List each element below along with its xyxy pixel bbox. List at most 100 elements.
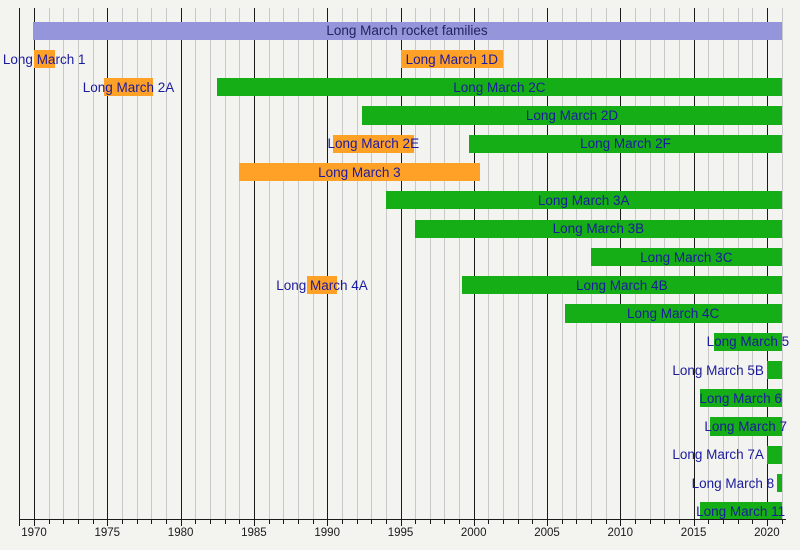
bar-long-march-1d — [400, 49, 504, 69]
bar-label-long-march-8: Long March 8 — [691, 475, 775, 491]
x-axis-tick-major — [107, 520, 109, 526]
bar-label-long-march-3a: Long March 3A — [537, 192, 630, 208]
x-axis-tick-major — [693, 520, 695, 526]
x-axis-tick-minor — [48, 520, 50, 524]
bar-label-long-march-1d: Long March 1D — [405, 51, 498, 67]
bar-label-long-march-4c: Long March 4C — [626, 306, 720, 321]
x-axis-tick-minor — [297, 520, 299, 524]
x-axis-tick-minor — [723, 520, 724, 524]
x-axis-tick-major — [34, 520, 35, 526]
x-axis-tick-minor — [752, 520, 754, 524]
bar-long-march-3c — [591, 247, 782, 267]
x-axis-tick-minor — [561, 520, 563, 524]
year-gridline-minor — [151, 8, 153, 519]
x-axis-tick-minor — [781, 520, 783, 524]
year-gridline-major — [19, 8, 21, 519]
bar-label-long-march-3b: Long March 3B — [552, 221, 645, 237]
x-axis-tick-minor — [708, 520, 710, 524]
year-gridline-major — [547, 8, 548, 519]
year-gridline-minor — [429, 8, 431, 519]
year-gridline-minor — [136, 8, 138, 519]
x-axis-year-label: 1970 — [21, 527, 47, 539]
bar-label-long-march-rocket-families: Long March rocket families — [326, 23, 488, 39]
year-gridline-minor — [121, 8, 123, 519]
year-gridline-major — [180, 8, 182, 519]
year-gridline-minor — [297, 8, 299, 519]
year-gridline-minor — [209, 8, 211, 519]
x-axis-year-label: 2020 — [754, 527, 780, 539]
x-axis-year-label: 1985 — [241, 527, 267, 539]
x-axis-tick-major — [547, 520, 548, 526]
x-axis-tick-major — [180, 520, 182, 526]
x-axis-tick-minor — [63, 520, 65, 524]
bar-long-march-3 — [239, 162, 480, 182]
year-gridline-minor — [488, 8, 490, 519]
x-axis-tick-minor — [77, 520, 79, 524]
bar-long-march-4a — [306, 276, 338, 295]
bar-long-march-11 — [699, 502, 782, 521]
bar-label-long-march-3c: Long March 3C — [640, 249, 733, 265]
x-axis-tick-minor — [121, 520, 123, 524]
year-gridline-minor — [459, 8, 461, 519]
year-gridline-minor — [385, 8, 387, 519]
bar-label-long-march-11: Long March 11 — [696, 503, 786, 519]
year-gridline-minor — [48, 8, 50, 519]
x-axis-tick-minor — [591, 520, 592, 524]
bar-label-long-march-2e: Long March 2E — [327, 136, 420, 152]
bar-label-long-march-5b: Long March 5B — [672, 362, 764, 378]
year-gridline-minor — [312, 8, 314, 519]
year-gridline-minor — [415, 8, 417, 519]
bar-long-march-5 — [714, 332, 782, 351]
year-gridline-minor — [165, 8, 167, 519]
x-axis-tick-minor — [649, 520, 651, 524]
x-axis-year-label: 1990 — [314, 527, 340, 539]
x-axis-tick-major — [327, 520, 329, 526]
x-axis-year-label: 1995 — [387, 527, 414, 539]
bar-label-long-march-4a: Long March 4A — [276, 277, 368, 293]
x-axis-tick-minor — [356, 520, 358, 524]
x-axis-year-label: 2015 — [680, 527, 707, 539]
x-axis-year-label: 2010 — [607, 527, 634, 539]
x-axis-tick-minor — [415, 520, 417, 524]
bar-long-march-3a — [385, 191, 782, 210]
x-axis-tick-minor — [136, 520, 138, 524]
bar-long-march-6 — [699, 389, 782, 408]
bar-label-long-march-4b: Long March 4B — [576, 277, 668, 293]
bar-long-march-2c — [217, 78, 782, 97]
bar-long-march-7 — [709, 417, 782, 436]
bar-long-march-3b — [415, 219, 782, 238]
bar-long-march-7a — [766, 445, 782, 464]
x-axis-tick-minor — [503, 520, 505, 524]
bar-long-march-rocket-families — [32, 21, 782, 40]
year-gridline-minor — [239, 8, 241, 519]
x-axis-tick-minor — [268, 520, 270, 524]
bar-long-march-2d — [362, 106, 782, 125]
year-gridline-minor — [517, 8, 519, 519]
bar-long-march-2e — [333, 134, 414, 153]
x-axis-tick-minor — [517, 520, 519, 524]
bar-long-march-8 — [777, 473, 782, 493]
x-axis-tick-minor — [488, 520, 490, 524]
year-gridline-major — [107, 8, 109, 519]
x-axis-tick-minor — [209, 520, 211, 524]
x-axis-tick-minor — [92, 520, 94, 524]
x-axis-tick-minor — [312, 520, 314, 524]
bar-label-long-march-5: Long March 5 — [706, 334, 790, 350]
year-gridline-minor — [444, 8, 446, 519]
year-gridline-minor — [283, 8, 285, 519]
year-gridline-major — [473, 8, 475, 519]
year-gridline-major — [400, 8, 402, 519]
x-axis-tick-major — [473, 520, 475, 526]
bar-label-long-march-2a: Long March 2A — [82, 79, 175, 95]
year-gridline-major — [253, 8, 255, 519]
bar-label-long-march-7: Long March 7 — [704, 419, 787, 435]
x-axis-year-label: 1980 — [167, 527, 194, 539]
year-gridline-minor — [92, 8, 94, 519]
bar-label-long-march-1: Long March 1 — [2, 51, 86, 67]
x-axis-tick-minor — [605, 520, 607, 524]
bar-label-long-march-6: Long March 6 — [699, 390, 782, 406]
x-axis-year-label: 2005 — [534, 527, 560, 539]
year-gridline-major — [34, 8, 35, 519]
year-gridline-minor — [371, 8, 373, 519]
x-axis-tick-minor — [224, 520, 226, 524]
